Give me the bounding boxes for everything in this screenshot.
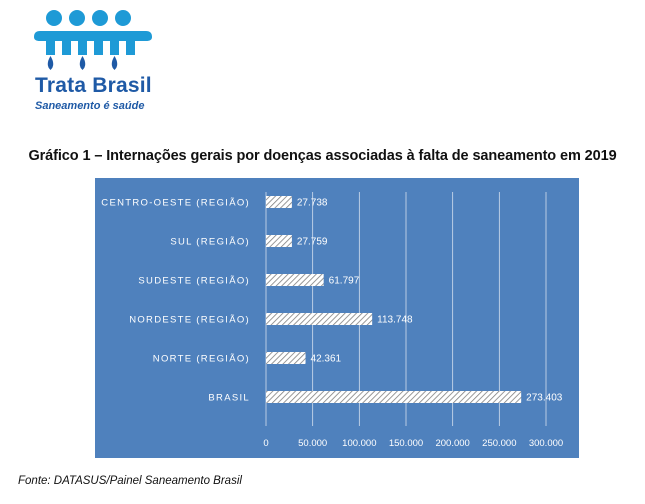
data-label: 27.738 — [297, 198, 328, 209]
bar — [266, 313, 373, 325]
logo-brand-text: Trata Brasil — [35, 74, 152, 97]
chart-svg: 0 50.000 100.000 150.000 200.000 250.000 300.0… — [95, 178, 579, 458]
source-note: Fonte: DATASUS/Painel Saneamento Brasil — [18, 475, 242, 487]
bar — [266, 391, 522, 403]
x-tick-label: 0 — [263, 438, 268, 449]
category-label: SUDESTE (REGIÃO) — [138, 276, 250, 287]
bar — [266, 196, 292, 208]
category-label: NORDESTE (REGIÃO) — [129, 315, 250, 326]
data-label: 42.361 — [311, 354, 342, 365]
data-label: 273.403 — [526, 393, 563, 404]
x-tick-label: 200.000 — [435, 438, 469, 449]
data-label: 113.748 — [377, 315, 413, 326]
bar — [266, 352, 306, 364]
category-label: BRASIL — [208, 393, 250, 404]
chart-title: Gráfico 1 – Internações gerais por doenç… — [28, 148, 617, 164]
trata-brasil-logo: Trata Brasil Saneamento é saúde — [30, 8, 160, 112]
bar — [266, 274, 324, 286]
data-label: 27.759 — [297, 237, 328, 248]
x-tick-label: 150.000 — [389, 438, 423, 449]
x-tick-label: 100.000 — [342, 438, 376, 449]
bar-chart: 0 50.000 100.000 150.000 200.000 250.000 300.0… — [95, 178, 579, 458]
data-label: 61.797 — [329, 276, 360, 287]
bar — [266, 235, 292, 247]
x-tick-label: 300.000 — [529, 438, 563, 449]
logo-mark-icon — [34, 10, 152, 70]
x-tick-label: 250.000 — [482, 438, 516, 449]
category-label: CENTRO-OESTE (REGIÃO) — [101, 198, 250, 209]
x-tick-label: 50.000 — [298, 438, 327, 449]
category-label: SUL (REGIÃO) — [170, 237, 250, 248]
category-label: NORTE (REGIÃO) — [153, 354, 250, 365]
logo-tagline: Saneamento é saúde — [35, 100, 145, 112]
